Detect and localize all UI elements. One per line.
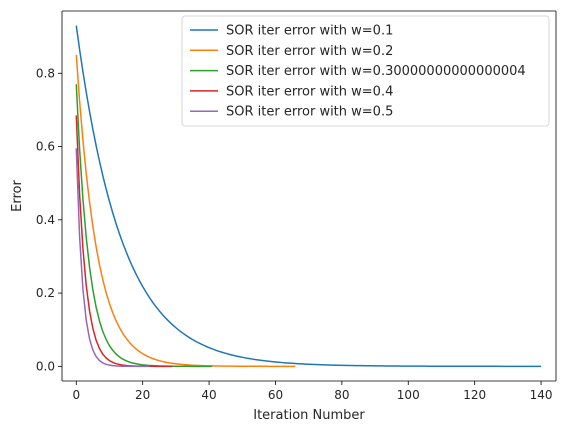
x-tick-label: 100 xyxy=(397,388,420,402)
y-axis-label: Error xyxy=(10,180,25,212)
legend-label-2: SOR iter error with w=0.2 xyxy=(226,44,393,59)
x-axis-label: Iteration Number xyxy=(253,408,365,423)
x-tick-label: 0 xyxy=(72,388,80,402)
y-tick-label: 0.4 xyxy=(36,213,55,227)
y-tick-label: 0.2 xyxy=(36,286,55,300)
series-line-5 xyxy=(75,148,150,368)
series-line-4 xyxy=(75,115,173,368)
legend-box xyxy=(181,15,550,127)
series-lines xyxy=(75,25,542,368)
series-line-3 xyxy=(75,84,213,368)
series-line-1 xyxy=(75,25,542,368)
x-tick-label: 60 xyxy=(268,388,283,402)
axes-frame xyxy=(61,10,557,382)
y-tick-label: 0.8 xyxy=(36,66,55,80)
series-line-2 xyxy=(75,54,296,368)
y-axis-ticks: 0.0 0.2 0.4 0.6 0.8 xyxy=(36,66,62,373)
y-tick-label: 0.0 xyxy=(36,359,55,373)
legend: SOR iter error with w=0.1 SOR iter error … xyxy=(181,15,550,127)
legend-label-4: SOR iter error with w=0.4 xyxy=(226,84,393,99)
x-axis-ticks: 0 20 40 60 80 100 120 140 xyxy=(72,381,553,402)
x-tick-label: 120 xyxy=(463,388,486,402)
x-tick-label: 40 xyxy=(201,388,216,402)
x-tick-label: 80 xyxy=(334,388,349,402)
legend-label-1: SOR iter error with w=0.1 xyxy=(226,24,393,39)
y-tick-label: 0.6 xyxy=(36,140,55,154)
x-tick-label: 20 xyxy=(135,388,150,402)
legend-label-5: SOR iter error with w=0.5 xyxy=(226,105,393,120)
legend-label-3: SOR iter error with w=0.3000000000000000… xyxy=(226,64,526,79)
x-tick-label: 140 xyxy=(530,388,553,402)
